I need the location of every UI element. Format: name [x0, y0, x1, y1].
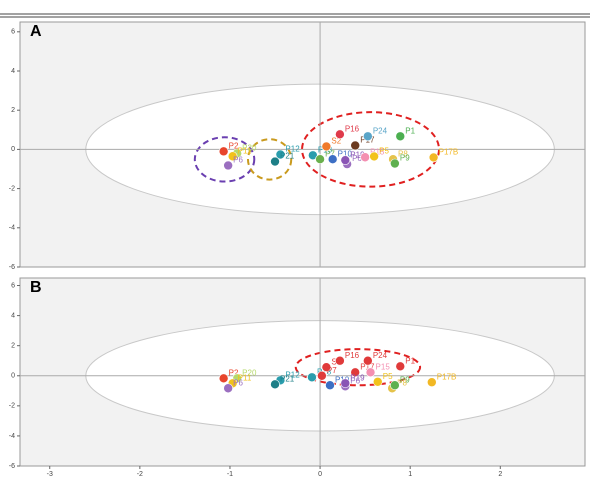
point-label: P12 — [285, 145, 300, 154]
point — [270, 156, 280, 167]
y-tick-label: -4 — [9, 225, 15, 232]
point-label: P8 — [397, 378, 407, 387]
point — [395, 131, 406, 142]
point — [335, 355, 345, 366]
point-label: P15 — [376, 362, 391, 371]
y-tick-label: 4 — [11, 312, 15, 319]
point-label: P19 — [350, 150, 365, 159]
y-tick-label: 2 — [11, 107, 15, 114]
point-label: P2 — [229, 368, 239, 377]
point-label: P6 — [233, 156, 243, 165]
point — [218, 373, 229, 384]
point — [325, 380, 335, 391]
x-tick-label: 2 — [498, 471, 502, 478]
point — [369, 151, 379, 162]
point — [360, 152, 370, 163]
point — [317, 370, 327, 381]
point-label: P11 — [238, 146, 252, 155]
point — [223, 383, 233, 394]
point — [227, 151, 238, 162]
point — [335, 129, 345, 140]
point-label: P7 — [327, 366, 337, 375]
x-tick-label: 1 — [408, 471, 412, 478]
point-label: P17B — [437, 372, 457, 381]
point-label: P6 — [352, 154, 362, 163]
point — [350, 140, 361, 151]
point-label: P20 — [242, 368, 257, 377]
point — [390, 158, 400, 169]
x-tick-label: -3 — [47, 471, 53, 478]
point-label: P16 — [345, 124, 360, 133]
y-tick-label: -4 — [9, 433, 15, 440]
point — [363, 131, 373, 142]
point-label: P10 — [338, 149, 353, 158]
point-label: P24 — [373, 351, 388, 360]
y-tick-label: 4 — [11, 68, 15, 75]
group-ellipse — [193, 136, 256, 183]
point — [218, 146, 229, 157]
point-label: P21 — [280, 152, 295, 161]
y-tick-label: 0 — [11, 373, 15, 380]
y-tick-label: 2 — [11, 343, 15, 350]
y-tick-label: -2 — [9, 403, 15, 410]
point-label: P17B — [439, 148, 459, 157]
y-tick-label: -2 — [9, 185, 15, 192]
point-label: P5 — [379, 147, 389, 156]
group-ellipse — [294, 348, 422, 387]
point-label: P17 — [360, 362, 375, 371]
point — [315, 154, 325, 164]
point — [321, 141, 332, 152]
point — [270, 379, 280, 390]
point-label: P21 — [280, 374, 295, 383]
point-label: P12 — [285, 370, 300, 379]
point — [372, 376, 383, 387]
x-tick-label: 0 — [318, 471, 322, 478]
point-label: P8 — [398, 149, 408, 158]
point — [340, 378, 351, 389]
point — [275, 149, 286, 160]
point-label: P16 — [345, 351, 360, 360]
point-label: P9 — [400, 154, 410, 163]
point-label: P6 — [233, 378, 243, 387]
point-label: P5 — [383, 372, 393, 381]
point — [390, 380, 400, 391]
point-label: P11 — [238, 373, 252, 382]
y-tick-label: -6 — [9, 463, 15, 470]
point-label: P24 — [373, 126, 388, 135]
point — [427, 377, 437, 388]
point — [223, 160, 233, 171]
point-label: P2 — [229, 141, 239, 150]
point-label: P1 — [405, 356, 415, 365]
point — [350, 367, 361, 378]
point-label: P6 — [350, 376, 360, 385]
point — [365, 367, 376, 378]
group-ellipse — [301, 111, 441, 188]
y-tick-label: 6 — [11, 29, 15, 36]
group-ellipse — [246, 138, 293, 181]
y-tick-label: -6 — [9, 264, 15, 271]
point — [395, 361, 406, 372]
y-tick-label: 6 — [11, 282, 15, 289]
point — [321, 362, 332, 372]
panel-label: A — [30, 23, 42, 40]
x-tick-label: -2 — [137, 471, 143, 478]
point-label: P19 — [350, 373, 365, 382]
point-label: P9 — [400, 375, 410, 384]
y-tick-label: 0 — [11, 146, 15, 153]
point-label: P20 — [242, 143, 257, 152]
point — [327, 154, 338, 164]
point — [307, 372, 317, 383]
point-label: S2 — [331, 137, 341, 146]
point-label: P15 — [370, 147, 385, 156]
point-label: P1 — [405, 126, 415, 135]
point — [363, 355, 373, 366]
point — [428, 152, 439, 163]
x-tick-label: -1 — [227, 471, 233, 478]
point — [340, 155, 351, 165]
panel-label: B — [30, 279, 42, 296]
point-label: P7 — [325, 149, 335, 158]
